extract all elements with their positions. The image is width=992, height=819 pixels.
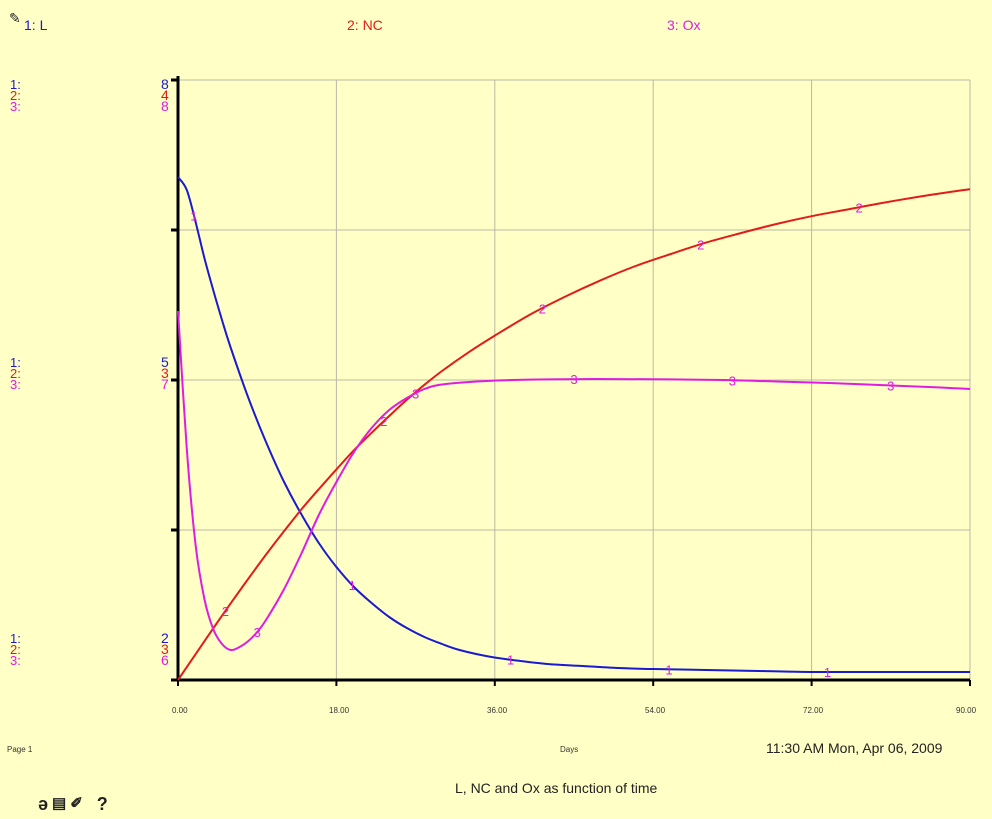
series-marker-nc: 2: [222, 604, 229, 619]
pin-icon[interactable]: ✎: [9, 10, 21, 26]
bottom-toolbar: ә ▤ ✐ ?: [38, 794, 108, 815]
series-marker-ox: 3: [887, 378, 894, 393]
scale-values-middle: 5 3 7: [161, 354, 169, 392]
edit-icon[interactable]: ✐: [70, 795, 83, 812]
chart-grid: [178, 79, 971, 680]
series-line-nc: [177, 188, 971, 681]
legend-series-2: 2: NC: [347, 17, 383, 33]
series-marker-ox: 3: [412, 387, 419, 402]
series-marker-nc: 2: [697, 237, 704, 252]
page-label: Page 1: [7, 745, 33, 754]
scale-labels-middle-keys: 1: 2: 3:: [10, 355, 21, 392]
scale-key-1: 1:: [10, 631, 21, 646]
scale-labels-top-keys: 1: 2: 3:: [10, 77, 21, 114]
legend-series-3: 3: Ox: [667, 17, 701, 33]
scale-key-3: 3:: [10, 99, 21, 114]
scale-value-3: 6: [161, 652, 169, 668]
chart-series-markers: 1 1 1 1 1 2 2 2 2 2 3 3 3 3 3: [190, 200, 894, 680]
scale-labels-bottom-keys: 1: 2: 3:: [10, 631, 21, 668]
x-tick-label: 54.00: [645, 706, 666, 715]
scale-value-2: 3: [161, 365, 169, 381]
scale-key-3: 3:: [10, 653, 21, 668]
x-tick-label: 36.00: [487, 706, 508, 715]
chart-series: [177, 176, 971, 681]
series-marker-l: 1: [507, 653, 514, 668]
series-marker-l: 1: [824, 665, 831, 680]
scale-value-1: 5: [161, 354, 169, 370]
print-icon[interactable]: ▤: [52, 795, 67, 812]
timestamp: 11:30 AM Mon, Apr 06, 2009: [766, 740, 943, 756]
x-tick-label: 90.00: [956, 706, 977, 715]
scale-key-1: 1:: [10, 77, 21, 92]
series-marker-ox: 3: [729, 373, 736, 388]
scale-value-2: 4: [161, 87, 169, 103]
x-tick-label: 72.00: [803, 706, 824, 715]
scale-value-3: 7: [161, 376, 169, 392]
chart-axes: [171, 76, 971, 686]
series-line-l: [177, 176, 970, 674]
scale-key-2: 2:: [10, 366, 21, 381]
help-icon[interactable]: ?: [96, 794, 108, 814]
x-axis-label: Days: [560, 745, 579, 754]
scale-key-3: 3:: [10, 377, 21, 392]
scale-value-2: 3: [161, 641, 169, 657]
series-marker-l: 1: [190, 209, 197, 224]
series-marker-nc: 2: [539, 301, 546, 316]
series-marker-l: 1: [349, 578, 356, 593]
scale-values-bottom: 2 3 6: [161, 630, 169, 668]
series-marker-ox: 3: [570, 372, 577, 387]
x-tick-label: 18.00: [329, 706, 350, 715]
scale-key-1: 1:: [10, 355, 21, 370]
series-marker-l: 1: [665, 662, 672, 677]
series-marker-nc: 2: [856, 200, 863, 215]
series-marker-ox: 3: [254, 625, 261, 640]
scale-values-top: 8 4 8: [161, 76, 169, 114]
scale-key-2: 2:: [10, 642, 21, 657]
chart-title: L, NC and Ox as function of time: [455, 780, 658, 796]
scale-value-1: 8: [161, 76, 169, 92]
series-line-ox: [177, 310, 971, 652]
series-marker-nc: 2: [380, 414, 387, 429]
lock-icon[interactable]: ә: [38, 794, 49, 814]
scale-key-2: 2:: [10, 88, 21, 103]
x-tick-label: 0.00: [172, 706, 188, 715]
scale-value-3: 8: [161, 98, 169, 114]
scale-value-1: 2: [161, 630, 169, 646]
legend-series-1: 1: L: [24, 17, 48, 33]
